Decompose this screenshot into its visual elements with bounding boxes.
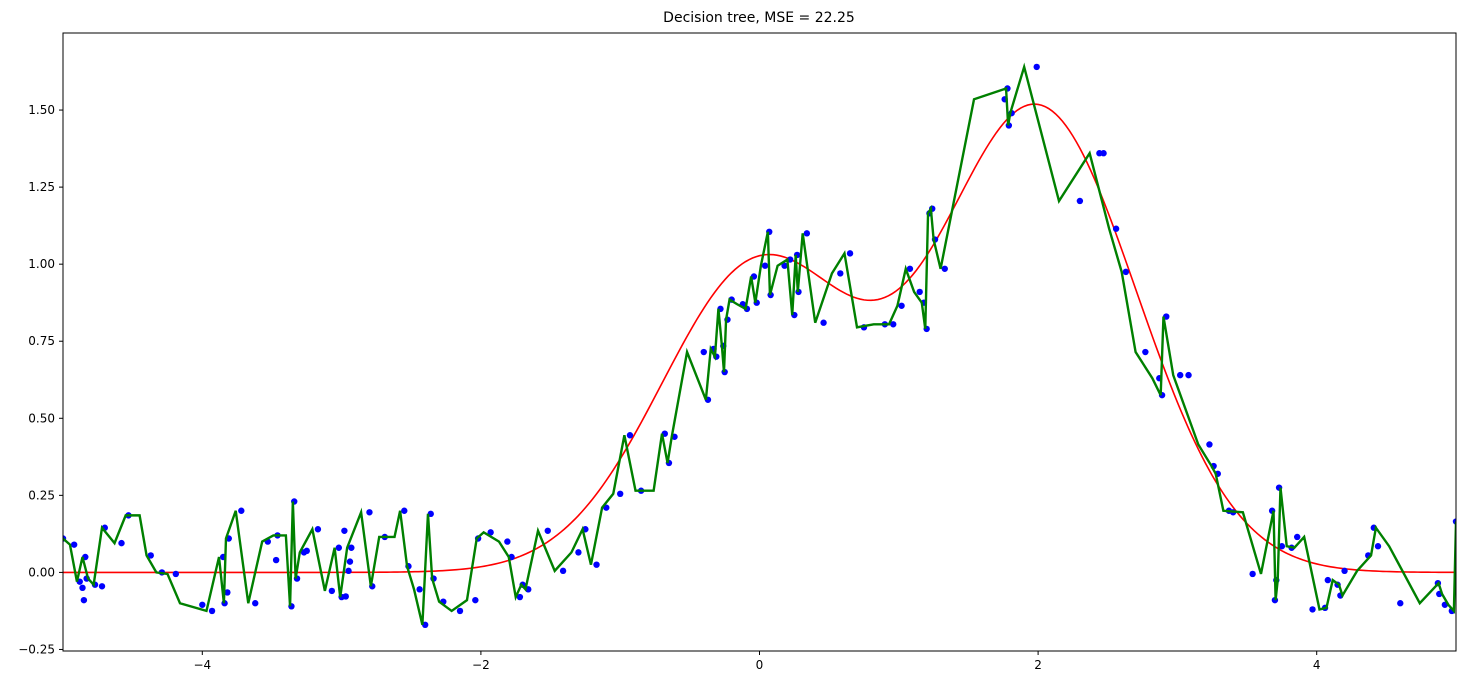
scatter-point [472,596,479,604]
scatter-point [1293,533,1301,541]
scatter-point [1076,197,1084,205]
scatter-point [199,601,206,608]
axes: −4 −2 0 2 4 −0.25 0.00 0.25 0.50 0.75 1.00 1.25 1.50 [18,32,1457,672]
scatter-point [366,509,373,516]
scatter-point [781,262,788,269]
scatter-point [837,270,844,277]
x-tick-label: −4 [193,658,211,672]
scatter-point [846,250,854,257]
scatter-point [820,319,827,326]
scatter-point [172,570,180,578]
scatter-point [1142,348,1149,356]
y-tick-label: 0.75 [28,334,55,348]
scatter-point [544,527,551,534]
scatter-point [593,561,600,568]
scatter-point [617,490,624,498]
y-tick-label: 1.50 [28,103,55,117]
scatter-point [890,321,897,328]
scatter-point [346,558,354,565]
y-tick-label: 1.00 [28,257,55,271]
scatter-point [208,607,216,615]
scatter-point [348,544,355,551]
scatter-point [1033,63,1040,71]
y-tick-label: 0.25 [28,488,55,502]
scatter-point [1309,606,1316,613]
scatter-point [1341,567,1348,575]
scatter-point [1324,576,1332,584]
scatter-point [118,539,125,547]
x-tick-label: 2 [1034,658,1042,672]
y-tick-label: 0.50 [28,411,55,425]
scatter-point [147,552,154,559]
scatter-point [341,527,348,534]
scatter-point [224,589,231,596]
scatter-point [401,507,408,514]
y-tick-label: 0.00 [28,565,55,579]
scatter-point [1374,543,1382,550]
scatter-point [761,262,769,269]
true-function-line [63,103,1456,574]
scatter-point [1122,268,1130,276]
scatter-point [1185,371,1192,379]
scatter-point [335,544,343,551]
y-tick-label: 1.25 [28,180,55,194]
scatter-point [416,586,423,593]
scatter-point [700,348,707,356]
plot-area [63,62,1456,629]
scatter-point [252,600,259,607]
scatter-point [803,230,811,237]
axes-frame [62,32,1457,652]
scatter-point [898,302,905,309]
scatter-point [559,567,567,575]
scatter-point [916,288,923,296]
scatter-point [1100,150,1107,157]
scatter-point [516,593,524,601]
y-tick-label: −0.25 [18,642,55,656]
plot-content [63,62,1456,629]
scatter-point [238,507,245,514]
scatter-point [70,541,78,548]
scatter-point [98,583,106,590]
scatter-point [504,538,511,545]
x-tick-label: 0 [756,658,764,672]
scatter-point [1112,225,1120,232]
scatter-point [487,529,494,536]
scatter-point [626,432,634,439]
scatter-point [79,584,86,592]
chart-title: Decision tree, MSE = 22.25 [663,10,855,26]
scatter-point [314,526,322,533]
scatter-point [342,593,349,600]
scatter-point [1397,600,1404,607]
scatter-point [345,567,352,575]
scatter-point [906,265,914,272]
scatter-point [575,549,582,556]
scatter-point [328,587,336,595]
scatter-point [272,556,280,564]
prediction-line [63,62,1456,626]
scatter-point [941,265,948,272]
scatter-point [1278,543,1286,550]
scatter-point [80,596,88,604]
scatter-point [1176,371,1184,379]
scatter-point [303,547,310,555]
x-tick-label: 4 [1313,658,1321,672]
x-tick-label: −2 [472,658,490,672]
scatter-point [1249,570,1256,578]
scatter-point [456,607,464,615]
scatter-point [1206,441,1213,448]
